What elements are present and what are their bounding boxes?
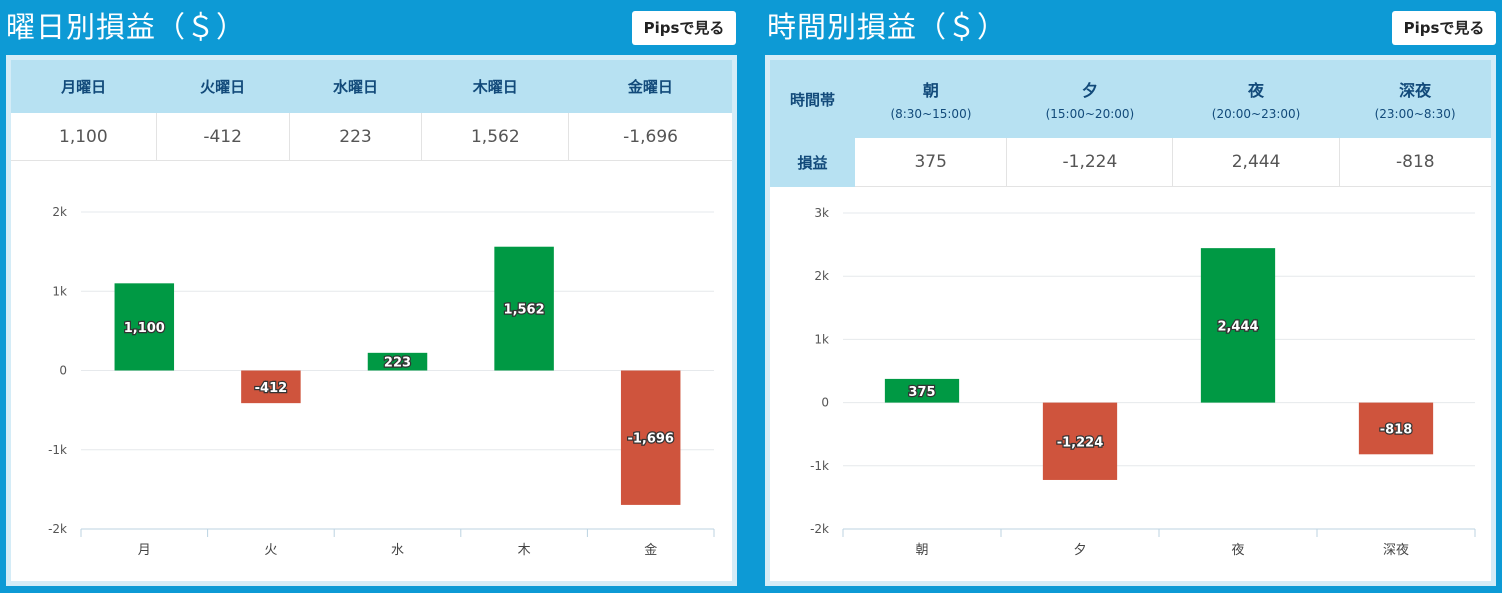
weekday-header-thu: 木曜日 xyxy=(421,60,569,113)
bar-value-label: 375 xyxy=(908,385,935,400)
bar-value-label: 1,562 xyxy=(504,303,545,318)
weekday-header-fri: 金曜日 xyxy=(568,60,732,113)
y-tick-label: -2k xyxy=(48,522,67,536)
y-tick-label: -1k xyxy=(810,459,829,473)
weekday-value-tue: -412 xyxy=(156,113,290,161)
x-category-label: 朝 xyxy=(915,543,928,558)
y-tick-label: -1k xyxy=(48,443,67,457)
weekday-header-wed: 水曜日 xyxy=(289,60,422,113)
hourly-header-evening: 夕 (15:00~20:00) xyxy=(1006,60,1173,138)
weekday-header-mon: 月曜日 xyxy=(11,60,157,113)
bar xyxy=(1042,402,1118,480)
slot-range: (20:00~23:00) xyxy=(1211,107,1301,121)
bar-value-label: 1,100 xyxy=(124,321,165,336)
hourly-summary-table: 時間帯 朝 (8:30~15:00) 夕 (15:00~20:00) 夜 (20… xyxy=(770,60,1491,187)
bar-value-label: -1,224 xyxy=(1057,435,1104,450)
hourly-header-row: 時間帯 朝 (8:30~15:00) 夕 (15:00~20:00) 夜 (20… xyxy=(770,60,1491,138)
weekday-value-row: 1,100 -412 223 1,562 -1,696 xyxy=(11,113,732,161)
bar xyxy=(1200,248,1276,403)
weekday-summary-table: 月曜日 火曜日 水曜日 木曜日 金曜日 1,100 -412 223 1,562… xyxy=(11,60,732,161)
weekday-panel: 曜日別損益（＄） Pipsで見る 月曜日 火曜日 水曜日 木曜日 金曜日 1,1… xyxy=(0,0,746,593)
y-tick-label: 3k xyxy=(814,206,829,220)
slot-range: (23:00~8:30) xyxy=(1374,107,1456,121)
hourly-bar-chart: 3k 2k 1k 0 -1k -2k 375 朝 -1,224 夕 2,444 夜 -818 深夜 xyxy=(810,206,1476,558)
slot-name: 深夜 xyxy=(1399,81,1432,100)
x-category-label: 深夜 xyxy=(1383,543,1409,558)
hourly-header-latenight: 深夜 (23:00~8:30) xyxy=(1339,60,1491,138)
y-tick-label: -2k xyxy=(810,522,829,536)
bar-value-label: 2,444 xyxy=(1217,319,1258,334)
x-category-label: 火 xyxy=(264,543,277,558)
weekday-value-thu: 1,562 xyxy=(421,113,570,161)
bar xyxy=(367,352,428,371)
hourly-panel: 時間別損益（＄） Pipsで見る 時間帯 朝 (8:30~15:00) 夕 (1… xyxy=(757,0,1502,593)
hourly-title: 時間別損益（＄） xyxy=(767,10,1008,44)
weekday-value-wed: 223 xyxy=(289,113,423,161)
slot-range: (8:30~15:00) xyxy=(890,107,972,121)
slot-name: 夜 xyxy=(1248,81,1265,100)
x-category-label: 夕 xyxy=(1073,543,1086,558)
bar xyxy=(114,283,175,371)
hourly-value-row-header: 損益 xyxy=(770,138,855,187)
slot-name: 夕 xyxy=(1081,81,1098,100)
hourly-value-row: 損益 375 -1,224 2,444 -818 xyxy=(770,138,1491,187)
x-category-label: 水 xyxy=(391,543,404,558)
bar xyxy=(241,370,301,404)
bar xyxy=(494,246,554,371)
slot-range: (15:00~20:00) xyxy=(1045,107,1135,121)
hourly-value-evening: -1,224 xyxy=(1006,138,1174,187)
bar xyxy=(884,378,960,403)
weekday-value-fri: -1,696 xyxy=(568,113,732,161)
y-tick-label: 2k xyxy=(52,205,67,219)
x-category-label: 木 xyxy=(518,543,531,558)
y-tick-label: 0 xyxy=(59,364,67,378)
weekday-title: 曜日別損益（＄） xyxy=(6,10,247,44)
slot-name: 朝 xyxy=(922,81,939,100)
weekday-bar-chart: 2k 1k 0 -1k -2k 1,100 月 -412 火 223 水 1,562 木 -1,696 金 xyxy=(48,205,715,558)
hourly-value-night: 2,444 xyxy=(1172,138,1340,187)
y-tick-label: 1k xyxy=(52,284,67,298)
bar-value-label: -412 xyxy=(255,381,288,396)
bar xyxy=(1358,402,1434,455)
weekday-pips-button[interactable]: Pipsで見る xyxy=(632,11,736,45)
bar-value-label: 223 xyxy=(384,356,411,371)
bar-value-label: -818 xyxy=(1380,422,1413,437)
weekday-value-mon: 1,100 xyxy=(11,113,157,161)
x-category-label: 金 xyxy=(644,542,657,558)
hourly-header-morning: 朝 (8:30~15:00) xyxy=(855,60,1007,138)
hourly-card: 時間帯 朝 (8:30~15:00) 夕 (15:00~20:00) 夜 (20… xyxy=(765,55,1496,586)
weekday-header-tue: 火曜日 xyxy=(156,60,290,113)
bar-value-label: -1,696 xyxy=(627,432,674,447)
hourly-header-night: 夜 (20:00~23:00) xyxy=(1172,60,1340,138)
weekday-card: 月曜日 火曜日 水曜日 木曜日 金曜日 1,100 -412 223 1,562… xyxy=(6,55,737,586)
y-tick-label: 1k xyxy=(814,332,829,346)
weekday-header-row: 月曜日 火曜日 水曜日 木曜日 金曜日 xyxy=(11,60,732,113)
hourly-value-morning: 375 xyxy=(855,138,1008,187)
y-tick-label: 2k xyxy=(814,269,829,283)
hourly-value-latenight: -818 xyxy=(1339,138,1491,187)
y-tick-label: 0 xyxy=(821,396,829,410)
hourly-pips-button[interactable]: Pipsで見る xyxy=(1392,11,1496,45)
x-category-label: 夜 xyxy=(1231,543,1244,558)
hourly-slot-row-header: 時間帯 xyxy=(770,60,855,138)
x-category-label: 月 xyxy=(138,543,151,558)
bar xyxy=(620,370,681,505)
